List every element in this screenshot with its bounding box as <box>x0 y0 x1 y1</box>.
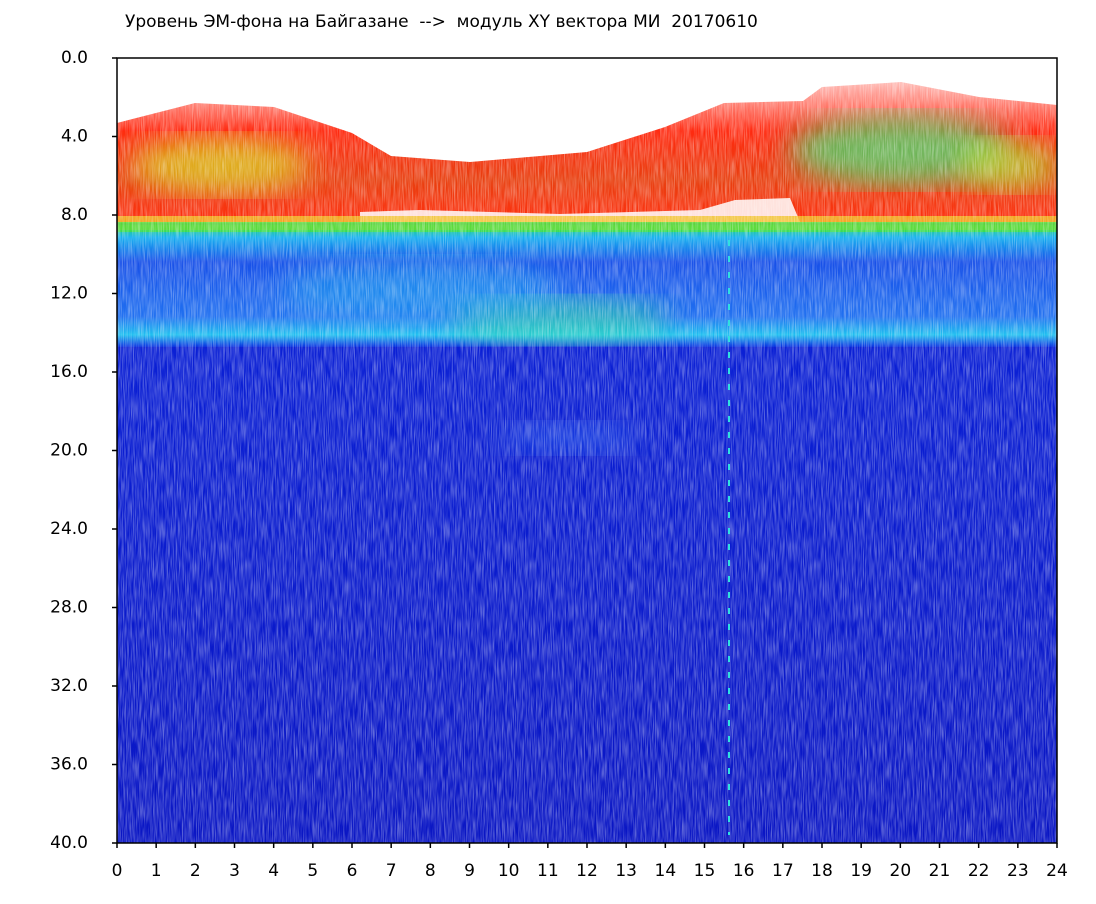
x-tick-label: 2 <box>190 861 201 881</box>
chart-title: Уровень ЭМ-фона на Байгазане --> модуль … <box>125 12 758 32</box>
x-tick-label: 0 <box>112 861 123 881</box>
y-tick-label: 12.0 <box>50 284 88 304</box>
spectrogram-image <box>117 58 1057 843</box>
y-tick-label: 32.0 <box>50 676 88 696</box>
y-tick-label: 16.0 <box>50 362 88 382</box>
x-tick-label: 24 <box>1046 861 1068 881</box>
x-tick-label: 14 <box>655 861 677 881</box>
x-tick-label: 11 <box>537 861 559 881</box>
x-tick-label: 6 <box>347 861 358 881</box>
x-tick-label: 20 <box>890 861 912 881</box>
x-tick-label: 19 <box>850 861 872 881</box>
x-tick-label: 4 <box>268 861 279 881</box>
x-tick-label: 12 <box>576 861 598 881</box>
x-tick-label: 5 <box>307 861 318 881</box>
y-tick-label: 0.0 <box>61 48 88 68</box>
x-tick-label: 13 <box>615 861 637 881</box>
x-tick-label: 15 <box>694 861 716 881</box>
y-tick-label: 40.0 <box>50 833 88 853</box>
y-tick-label: 28.0 <box>50 598 88 618</box>
x-tick-label: 21 <box>929 861 951 881</box>
x-tick-label: 23 <box>1007 861 1029 881</box>
x-tick-label: 16 <box>733 861 755 881</box>
x-tick-label: 22 <box>968 861 990 881</box>
y-tick-label: 36.0 <box>50 755 88 775</box>
x-tick-label: 3 <box>229 861 240 881</box>
x-tick-label: 17 <box>772 861 794 881</box>
x-tick-label: 8 <box>425 861 436 881</box>
x-tick-label: 7 <box>386 861 397 881</box>
y-tick-label: 20.0 <box>50 441 88 461</box>
x-tick-label: 9 <box>464 861 475 881</box>
y-tick-label: 8.0 <box>61 205 88 225</box>
x-tick-label: 18 <box>811 861 833 881</box>
x-tick-label: 10 <box>498 861 520 881</box>
y-tick-label: 24.0 <box>50 519 88 539</box>
x-tick-label: 1 <box>151 861 162 881</box>
y-tick-label: 4.0 <box>61 127 88 147</box>
